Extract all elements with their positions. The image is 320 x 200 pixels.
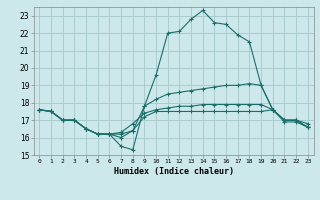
X-axis label: Humidex (Indice chaleur): Humidex (Indice chaleur) [114, 167, 234, 176]
